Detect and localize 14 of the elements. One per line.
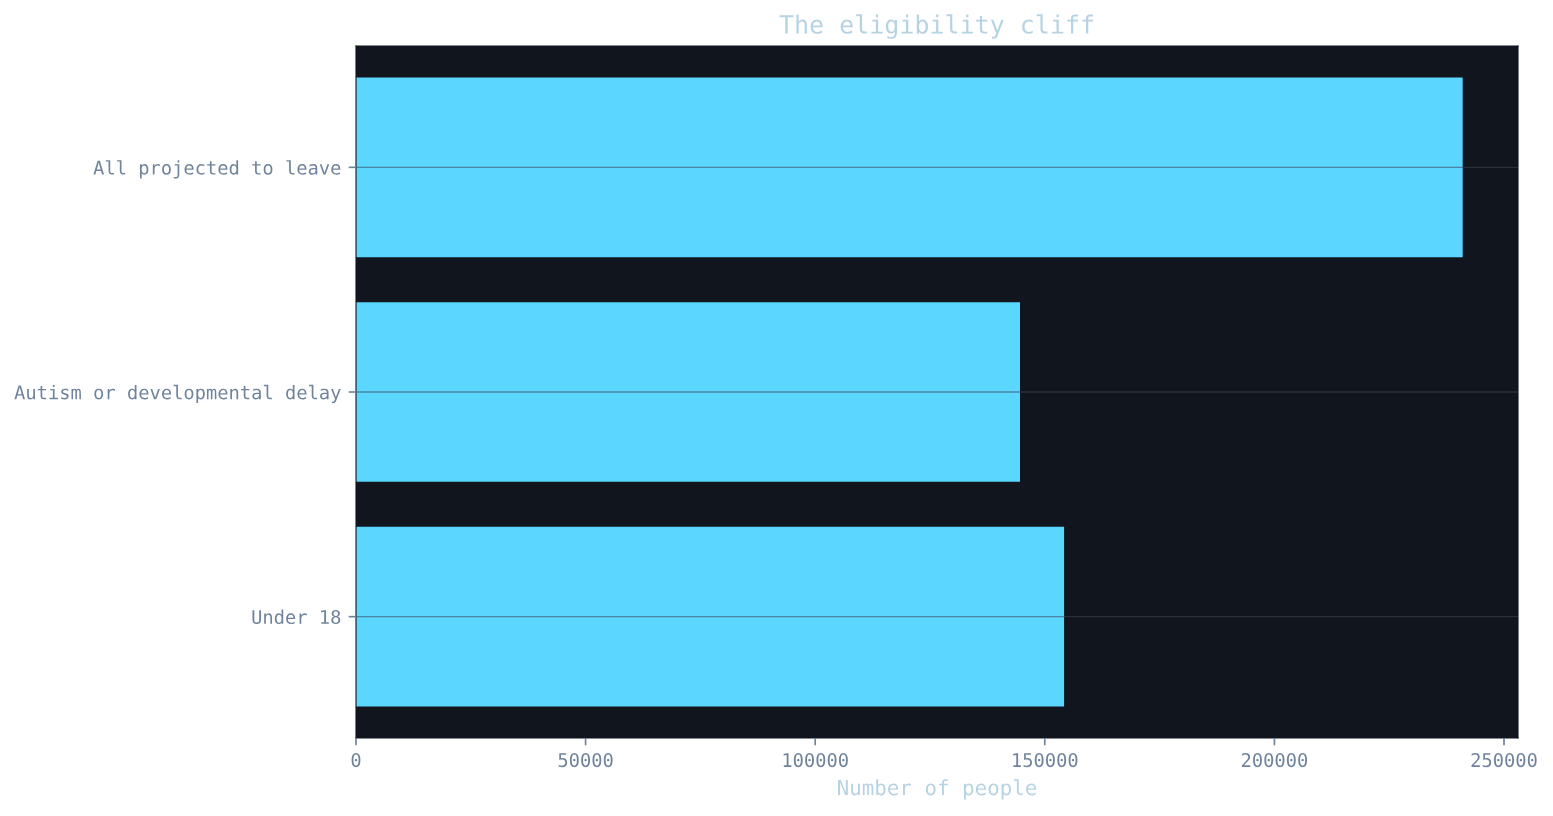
y-tick-label: Autism or developmental delay <box>14 384 341 404</box>
x-tick-label: 200000 <box>1241 753 1308 768</box>
bar <box>356 526 1065 707</box>
y-tick-label: Under 18 <box>252 609 341 625</box>
x-tick-label: 0 <box>351 753 361 768</box>
x-tick-label: 50000 <box>558 753 613 768</box>
y-tick-label: All projected to leave <box>93 160 341 179</box>
x-axis-title: Number of people <box>838 779 1037 800</box>
x-tick-label: 250000 <box>1471 753 1537 768</box>
bar <box>356 77 1463 258</box>
x-tick-label: 150000 <box>1013 753 1078 768</box>
x-tick-label: 100000 <box>783 753 848 768</box>
bar <box>356 302 1020 482</box>
chart-title: The eligibility cliff <box>779 14 1093 39</box>
